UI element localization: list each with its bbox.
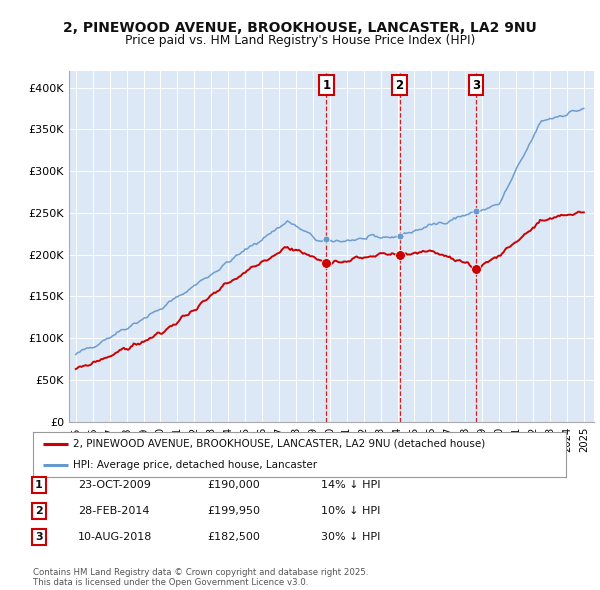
Text: 2: 2	[395, 78, 404, 91]
Text: 2, PINEWOOD AVENUE, BROOKHOUSE, LANCASTER, LA2 9NU: 2, PINEWOOD AVENUE, BROOKHOUSE, LANCASTE…	[63, 21, 537, 35]
Text: 10% ↓ HPI: 10% ↓ HPI	[321, 506, 380, 516]
Text: £190,000: £190,000	[207, 480, 260, 490]
Text: HPI: Average price, detached house, Lancaster: HPI: Average price, detached house, Lanc…	[73, 460, 317, 470]
Text: 2, PINEWOOD AVENUE, BROOKHOUSE, LANCASTER, LA2 9NU (detached house): 2, PINEWOOD AVENUE, BROOKHOUSE, LANCASTE…	[73, 439, 485, 449]
Text: Contains HM Land Registry data © Crown copyright and database right 2025.
This d: Contains HM Land Registry data © Crown c…	[33, 568, 368, 587]
Text: 2: 2	[35, 506, 43, 516]
Text: 23-OCT-2009: 23-OCT-2009	[78, 480, 151, 490]
Text: 10-AUG-2018: 10-AUG-2018	[78, 532, 152, 542]
Text: 28-FEB-2014: 28-FEB-2014	[78, 506, 149, 516]
Text: 3: 3	[472, 78, 480, 91]
Text: 14% ↓ HPI: 14% ↓ HPI	[321, 480, 380, 490]
Text: 1: 1	[322, 78, 331, 91]
Text: £199,950: £199,950	[207, 506, 260, 516]
Text: 1: 1	[35, 480, 43, 490]
Text: Price paid vs. HM Land Registry's House Price Index (HPI): Price paid vs. HM Land Registry's House …	[125, 34, 475, 47]
Text: 3: 3	[35, 532, 43, 542]
Text: £182,500: £182,500	[207, 532, 260, 542]
Text: 30% ↓ HPI: 30% ↓ HPI	[321, 532, 380, 542]
